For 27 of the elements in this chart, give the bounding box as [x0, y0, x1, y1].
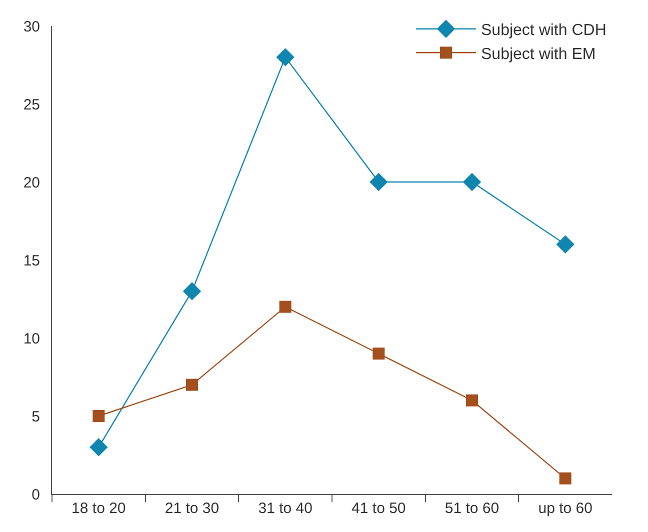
- y-tick-label: 10: [23, 330, 40, 348]
- point: [90, 438, 108, 456]
- point: [372, 348, 385, 360]
- x-tick-label: 51 to 60: [444, 500, 500, 517]
- point: [186, 378, 198, 391]
- point: [462, 172, 482, 192]
- legend-label: Subject with CDH: [481, 22, 606, 40]
- x-tick-label: 18 to 20: [72, 500, 126, 517]
- y-tick-label: 0: [32, 486, 40, 504]
- point: [466, 394, 478, 406]
- x-tick-label: 31 to 40: [258, 500, 312, 517]
- legend-label: Subject with EM: [481, 46, 596, 63]
- point: [370, 172, 388, 192]
- point: [182, 282, 202, 300]
- point: [279, 300, 292, 313]
- x-tick-label: up to 60: [538, 500, 592, 517]
- point: [276, 48, 294, 66]
- y-tick-label: 25: [23, 96, 40, 114]
- x-tick-label: 41 to 50: [352, 500, 406, 517]
- y-tick-label: 5: [32, 408, 40, 426]
- point: [556, 235, 574, 254]
- x-tick-label: 21 to 30: [164, 500, 220, 517]
- point: [559, 472, 572, 484]
- y-tick-label: 15: [23, 252, 40, 270]
- y-tick-label: 20: [23, 174, 40, 192]
- y-tick-label: 30: [23, 18, 40, 36]
- point: [92, 410, 105, 422]
